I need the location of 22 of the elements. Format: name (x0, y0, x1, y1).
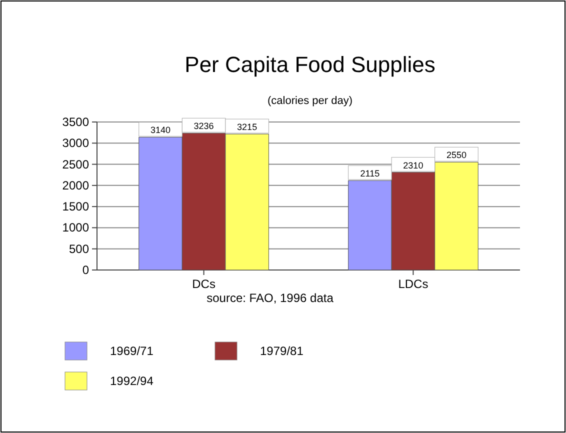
y-tick-label: 1000 (62, 220, 90, 235)
y-tick-label: 3500 (62, 115, 90, 129)
data-label: 3140 (150, 125, 171, 136)
y-tick-label: 0 (82, 263, 90, 277)
y-tick-label: 500 (68, 242, 90, 256)
legend-label: 1992/94 (110, 374, 154, 388)
legend-label: 1979/81 (260, 344, 304, 358)
data-label: 2115 (360, 168, 380, 179)
chart-subtitle: (calories per day) (268, 95, 352, 107)
x-tick-label: DCs (192, 277, 216, 291)
data-label: 2550 (446, 150, 466, 160)
y-tick-label: 2000 (62, 178, 90, 192)
source-note: source: FAO, 1996 data (206, 291, 334, 305)
x-tick-label: LDCs (398, 277, 428, 291)
legend-label: 1969/71 (110, 344, 154, 358)
y-tick-label: 3000 (62, 136, 90, 150)
chart-title: Per Capita Food Supplies (184, 52, 436, 77)
y-tick-label: 1500 (62, 200, 90, 214)
data-label: 3215 (237, 122, 258, 132)
y-tick-label: 2500 (62, 157, 90, 172)
data-label: 2310 (403, 160, 424, 170)
data-label: 3236 (194, 121, 214, 132)
